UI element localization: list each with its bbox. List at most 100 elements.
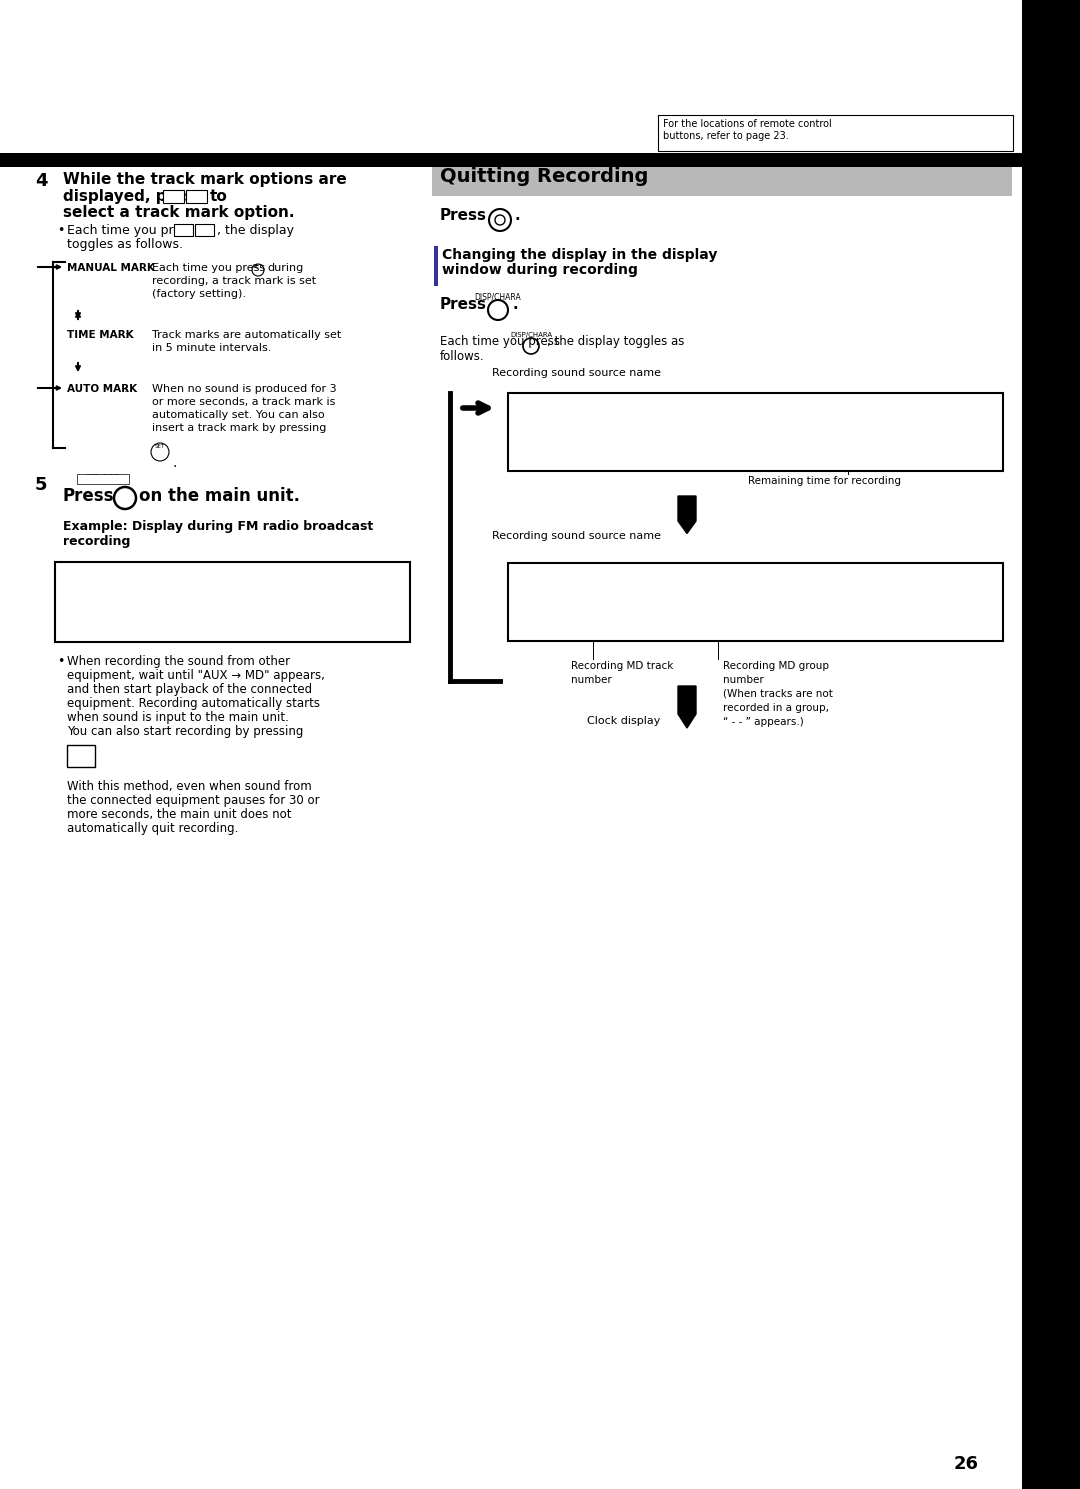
Text: |◀◀: |◀◀ <box>166 191 179 198</box>
Text: MD REC: MD REC <box>87 474 118 482</box>
Text: 26: 26 <box>954 1455 978 1473</box>
Bar <box>55 561 410 642</box>
Bar <box>508 563 1003 640</box>
Text: :: : <box>125 331 129 339</box>
Text: the connected equipment pauses for 30 or: the connected equipment pauses for 30 or <box>67 794 320 807</box>
Text: recording: recording <box>63 535 131 548</box>
Bar <box>434 246 438 286</box>
Bar <box>77 474 129 484</box>
Text: [: [ <box>357 566 362 576</box>
Text: GR: GR <box>978 395 988 401</box>
Text: or more seconds, a track mark is: or more seconds, a track mark is <box>152 398 336 406</box>
Text: SP: SP <box>365 564 374 570</box>
Text: English: English <box>1044 195 1057 246</box>
Text: displayed, press: displayed, press <box>63 189 203 204</box>
Text: 4: 4 <box>35 173 48 191</box>
Text: •: • <box>57 655 65 669</box>
Text: SP: SP <box>958 564 967 570</box>
Text: (factory setting).: (factory setting). <box>152 289 246 299</box>
Text: Recording MD group: Recording MD group <box>723 661 829 672</box>
Text: Remaining time for recording: Remaining time for recording <box>748 476 901 485</box>
Text: MD   1  G   1: MD 1 G 1 <box>550 596 724 616</box>
Bar <box>1022 0 1080 1489</box>
Text: You can also start recording by pressing: You can also start recording by pressing <box>67 725 303 739</box>
Text: automatically quit recording.: automatically quit recording. <box>67 822 239 835</box>
Text: Clock display: Clock display <box>588 716 660 727</box>
Text: in 5 minute intervals.: in 5 minute intervals. <box>152 342 271 353</box>
Bar <box>174 223 193 235</box>
Text: on the main unit.: on the main unit. <box>139 487 300 505</box>
Text: AUTO MARK: AUTO MARK <box>67 384 137 395</box>
Text: STEREO: STEREO <box>512 566 543 572</box>
Text: recorded in a group,: recorded in a group, <box>723 703 829 713</box>
Text: insert a track mark by pressing: insert a track mark by pressing <box>152 423 326 433</box>
Text: TIME MARK: TIME MARK <box>67 331 134 339</box>
Bar <box>508 393 1003 471</box>
FancyArrow shape <box>678 686 696 728</box>
Text: number: number <box>571 675 611 685</box>
Text: Each time you press: Each time you press <box>67 223 194 237</box>
Text: .: . <box>514 208 519 223</box>
Text: For the locations of remote control
buttons, refer to page 23.: For the locations of remote control butt… <box>663 119 832 140</box>
Text: TAPE↑↑: TAPE↑↑ <box>512 602 541 608</box>
Text: Recording sound source name: Recording sound source name <box>492 368 661 378</box>
Text: ]: ] <box>991 398 995 406</box>
Text: automatically set. You can also: automatically set. You can also <box>152 409 325 420</box>
Text: While the track mark options are: While the track mark options are <box>63 173 347 188</box>
Text: CD  ↓: CD ↓ <box>512 409 532 415</box>
Text: [: [ <box>951 398 955 406</box>
Text: REM     40:42: REM 40:42 <box>97 596 239 613</box>
Text: , the display toggles as: , the display toggles as <box>546 335 685 348</box>
Text: equipment. Recording automatically starts: equipment. Recording automatically start… <box>67 697 320 710</box>
Text: When no sound is produced for 3: When no sound is produced for 3 <box>152 384 337 395</box>
Text: Each time you press: Each time you press <box>152 264 265 272</box>
Text: GR: GR <box>384 564 395 570</box>
Text: :: : <box>143 264 147 272</box>
Text: Track marks are automatically set: Track marks are automatically set <box>152 331 341 339</box>
Text: FM  87. 50MHz: FM 87. 50MHz <box>97 570 239 588</box>
Bar <box>186 191 207 203</box>
Text: Example: Display during FM radio broadcast: Example: Display during FM radio broadca… <box>63 520 374 533</box>
Text: to: to <box>210 189 228 204</box>
Text: Each time you press: Each time you press <box>440 335 561 348</box>
Text: When recording the sound from other: When recording the sound from other <box>67 655 291 669</box>
Bar <box>432 162 1012 197</box>
Text: Press: Press <box>63 487 114 505</box>
Text: ▶▶|: ▶▶| <box>189 191 203 198</box>
Text: follows.: follows. <box>440 350 485 363</box>
Text: toggles as follows.: toggles as follows. <box>67 238 183 252</box>
Bar <box>67 744 95 767</box>
Text: “ - - ” appears.): “ - - ” appears.) <box>723 718 804 727</box>
Text: ►⏸: ►⏸ <box>76 756 86 765</box>
Text: |◀◀: |◀◀ <box>176 225 190 232</box>
Text: TAPE↑↑: TAPE↑↑ <box>512 432 541 438</box>
Text: .: . <box>172 456 176 471</box>
Text: , the display: , the display <box>217 223 294 237</box>
Bar <box>163 191 184 203</box>
Text: ▶▶|: ▶▶| <box>198 225 211 232</box>
Text: and then start playback of the connected: and then start playback of the connected <box>67 683 312 695</box>
Text: DISP/CHARA: DISP/CHARA <box>474 293 522 302</box>
Text: ]: ] <box>991 567 995 578</box>
FancyArrow shape <box>678 496 696 533</box>
Text: recording, a track mark is set: recording, a track mark is set <box>152 275 316 286</box>
Text: With this method, even when sound from: With this method, even when sound from <box>67 780 312 794</box>
Text: CD  ↓: CD ↓ <box>59 579 79 585</box>
Text: [: [ <box>951 567 955 578</box>
Text: window during recording: window during recording <box>442 264 638 277</box>
Text: select a track mark option.: select a track mark option. <box>63 205 295 220</box>
Text: number: number <box>723 675 764 685</box>
Text: CD  ↓: CD ↓ <box>512 581 532 587</box>
Text: (When tracks are not: (When tracks are not <box>723 689 833 698</box>
Text: SET: SET <box>154 444 165 450</box>
Text: more seconds, the main unit does not: more seconds, the main unit does not <box>67 809 292 820</box>
Text: FM  87. 50MHz: FM 87. 50MHz <box>550 570 724 591</box>
Text: FM  87. 50MHz: FM 87. 50MHz <box>550 401 724 421</box>
Text: MD REC: MD REC <box>86 474 120 482</box>
Bar <box>0 153 1022 167</box>
Text: MANUAL MARK: MANUAL MARK <box>67 264 154 272</box>
Text: Changing the display in the display: Changing the display in the display <box>442 249 717 262</box>
Bar <box>195 223 214 235</box>
Text: SP: SP <box>958 395 967 401</box>
Text: DISP/CHARA: DISP/CHARA <box>510 332 552 338</box>
